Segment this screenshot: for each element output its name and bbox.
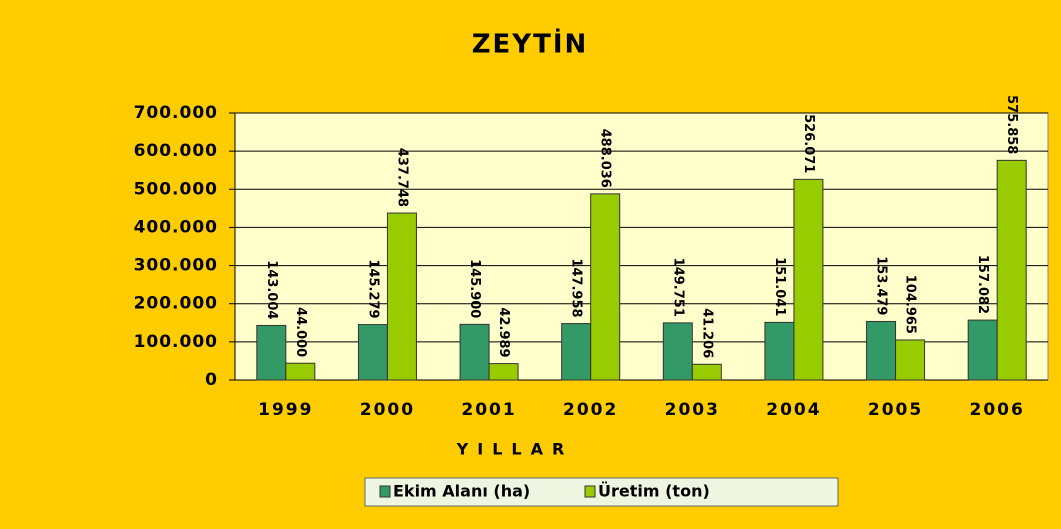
bar: [386, 212, 417, 381]
bar: [996, 159, 1027, 381]
y-tick-label: 200.000: [134, 294, 218, 314]
y-tick-label: 400.000: [134, 217, 218, 237]
x-tick-label: 2001: [461, 400, 516, 420]
legend: [364, 477, 839, 507]
bar: [285, 362, 316, 381]
x-tick-label: 2005: [868, 400, 923, 420]
data-label: 149.751: [670, 258, 685, 317]
data-label: 147.958: [569, 258, 584, 317]
data-label: 145.900: [467, 259, 482, 318]
bar: [459, 323, 490, 381]
data-label: 41.206: [699, 308, 714, 358]
bar: [561, 323, 592, 381]
bar: [793, 178, 824, 381]
x-tick-label: 1999: [258, 400, 313, 420]
bar: [895, 339, 926, 381]
legend-swatch: [379, 485, 391, 498]
data-label: 157.082: [975, 255, 990, 314]
y-tick-label: 100.000: [134, 332, 218, 352]
y-tick-label: 0: [205, 370, 218, 390]
data-label: 526.071: [801, 114, 816, 173]
x-tick-label: 2006: [970, 400, 1025, 420]
chart-title: ZEYTİN: [472, 28, 589, 60]
x-tick-label: 2003: [665, 400, 720, 420]
y-tick-label: 300.000: [134, 256, 218, 276]
y-tick-label: 600.000: [134, 141, 218, 161]
data-label: 151.041: [772, 257, 787, 316]
bar: [691, 363, 722, 381]
legend-label: Ekim Alanı (ha): [393, 482, 530, 501]
data-label: 104.965: [903, 275, 918, 334]
legend-swatch: [584, 485, 596, 498]
data-label: 44.000: [293, 307, 308, 357]
plot-area: [234, 112, 1049, 381]
data-label: 145.279: [365, 259, 380, 318]
data-label: 42.989: [496, 307, 511, 357]
x-tick-label: 2002: [563, 400, 618, 420]
bar: [764, 321, 795, 381]
legend-label: Üretim (ton): [598, 482, 710, 501]
data-label: 488.036: [598, 129, 613, 188]
bar: [662, 322, 693, 381]
bar: [256, 324, 287, 381]
data-label: 437.748: [394, 148, 409, 207]
bar: [488, 363, 519, 381]
bar: [590, 193, 621, 381]
x-tick-label: 2004: [766, 400, 821, 420]
data-label: 143.004: [264, 260, 279, 319]
y-tick-label: 500.000: [134, 179, 218, 199]
bar: [967, 319, 998, 381]
data-label: 153.479: [874, 256, 889, 315]
data-label: 575.858: [1004, 95, 1019, 154]
x-axis-label: YILLAR: [456, 440, 574, 459]
x-tick-label: 2000: [360, 400, 415, 420]
bar: [866, 320, 897, 381]
bar: [357, 324, 388, 381]
y-tick-label: 700.000: [134, 103, 218, 123]
